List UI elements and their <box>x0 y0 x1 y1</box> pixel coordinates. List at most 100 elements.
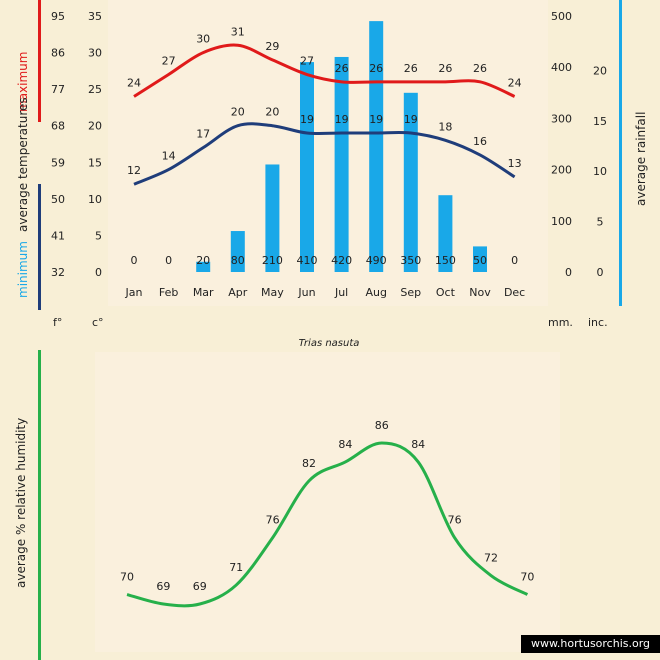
maximum-data-label: 26 <box>473 62 487 75</box>
rainfall-data-label: 210 <box>262 254 283 267</box>
axis-title-humidity: average % relative humidity <box>14 418 28 588</box>
unit-fahrenheit: f° <box>53 316 62 329</box>
minimum-data-label: 16 <box>473 135 487 148</box>
maximum-data-label: 26 <box>404 62 418 75</box>
minimum-data-label: 18 <box>438 120 452 133</box>
fahrenheit-tick-label: 77 <box>51 83 65 96</box>
maximum-data-label: 24 <box>127 76 141 89</box>
maximum-data-label: 29 <box>265 40 279 53</box>
humidity-indicator-bar <box>38 350 41 660</box>
humidity-data-label: 84 <box>411 438 425 451</box>
humidity-data-label: 70 <box>520 571 534 584</box>
rainfall-bar-jun <box>300 62 314 272</box>
credit-badge: www.hortusorchis.org <box>521 635 660 653</box>
humidity-data-label: 84 <box>338 438 352 451</box>
axis-title-average-rainfall: average rainfall <box>634 112 648 206</box>
humidity-data-label: 69 <box>156 580 170 593</box>
rainfall-bar-mar <box>196 261 211 272</box>
celsius-tick-label: 35 <box>88 10 102 23</box>
celsius-tick-label: 0 <box>95 266 102 279</box>
humidity-data-label: 86 <box>375 419 389 432</box>
maximum-data-label: 26 <box>335 62 349 75</box>
minimum-data-label: 17 <box>196 128 210 141</box>
rainfall-bar-may <box>265 164 280 272</box>
rainfall-bar-jul <box>334 56 349 273</box>
maximum-data-label: 31 <box>231 25 245 38</box>
humidity-data-label: 76 <box>266 514 280 527</box>
month-tick-label: Aug <box>365 286 386 299</box>
bottom-chart-panel <box>95 352 560 652</box>
rainfall-bar-apr <box>230 231 245 272</box>
maximum-data-label: 24 <box>508 76 522 89</box>
minimum-indicator-bar <box>38 184 41 310</box>
mm-tick-label: 500 <box>551 10 572 23</box>
inches-tick-label: 0 <box>597 266 604 279</box>
celsius-tick-label: 10 <box>88 193 102 206</box>
minimum-data-label: 19 <box>369 113 383 126</box>
fahrenheit-tick-label: 68 <box>51 120 65 133</box>
minimum-data-label: 13 <box>508 157 522 170</box>
fahrenheit-tick-label: 86 <box>51 47 65 60</box>
minimum-data-label: 14 <box>162 150 176 163</box>
minimum-data-label: 20 <box>265 106 279 119</box>
inches-tick-label: 15 <box>593 115 607 128</box>
rainfall-data-label: 150 <box>435 254 456 267</box>
rainfall-data-label: 0 <box>511 254 518 267</box>
month-tick-label: Mar <box>193 286 214 299</box>
month-tick-label: Feb <box>159 286 178 299</box>
rainfall-data-label: 20 <box>196 254 210 267</box>
rainfall-bar-sep <box>403 92 418 272</box>
humidity-data-label: 82 <box>302 457 316 470</box>
humidity-data-label: 72 <box>484 552 498 565</box>
fahrenheit-tick-label: 41 <box>51 229 65 242</box>
celsius-tick-label: 20 <box>88 120 102 133</box>
rainfall-bar-nov <box>473 246 487 272</box>
rainfall-data-label: 50 <box>473 254 487 267</box>
fahrenheit-tick-label: 95 <box>51 10 65 23</box>
inches-tick-label: 20 <box>593 64 607 77</box>
unit-mm: mm. <box>548 316 573 329</box>
month-tick-label: Sep <box>400 286 421 299</box>
month-tick-label: Dec <box>504 286 525 299</box>
humidity-data-label: 76 <box>448 514 462 527</box>
month-tick-label: Jul <box>334 286 348 299</box>
unit-inches: inc. <box>588 316 608 329</box>
month-tick-label: Nov <box>469 286 491 299</box>
month-tick-label: May <box>261 286 284 299</box>
fahrenheit-tick-label: 50 <box>51 193 65 206</box>
mm-tick-label: 200 <box>551 164 572 177</box>
rainfall-bar-aug <box>369 21 384 273</box>
maximum-temperature-line <box>133 43 516 98</box>
species-caption: Trias nasuta <box>299 338 360 349</box>
unit-celsius: c° <box>92 316 104 329</box>
mm-tick-label: 100 <box>551 215 572 228</box>
inches-tick-label: 10 <box>593 165 607 178</box>
minimum-data-label: 12 <box>127 164 141 177</box>
maximum-data-label: 30 <box>196 33 210 46</box>
fahrenheit-tick-label: 59 <box>51 156 65 169</box>
month-tick-label: Jan <box>125 286 143 299</box>
mm-tick-label: 300 <box>551 112 572 125</box>
rainfall-data-label: 490 <box>366 254 387 267</box>
rainfall-data-label: 350 <box>400 254 421 267</box>
maximum-data-label: 27 <box>300 55 314 68</box>
maximum-indicator-bar <box>38 0 41 122</box>
maximum-data-label: 26 <box>369 62 383 75</box>
inches-tick-label: 5 <box>597 216 604 229</box>
humidity-data-label: 69 <box>193 580 207 593</box>
rainfall-data-label: 80 <box>231 254 245 267</box>
month-tick-label: Apr <box>228 286 248 299</box>
minimum-data-label: 19 <box>335 113 349 126</box>
rainfall-bar-oct <box>438 195 453 272</box>
celsius-tick-label: 5 <box>95 229 102 242</box>
humidity-line <box>126 441 529 608</box>
mm-tick-label: 0 <box>565 266 572 279</box>
fahrenheit-tick-label: 32 <box>51 266 65 279</box>
rainfall-data-label: 0 <box>131 254 138 267</box>
month-tick-label: Jun <box>297 286 315 299</box>
rainfall-data-label: 0 <box>165 254 172 267</box>
humidity-data-label: 71 <box>229 561 243 574</box>
celsius-tick-label: 30 <box>88 47 102 60</box>
minimum-data-label: 19 <box>404 113 418 126</box>
month-tick-label: Oct <box>436 286 456 299</box>
